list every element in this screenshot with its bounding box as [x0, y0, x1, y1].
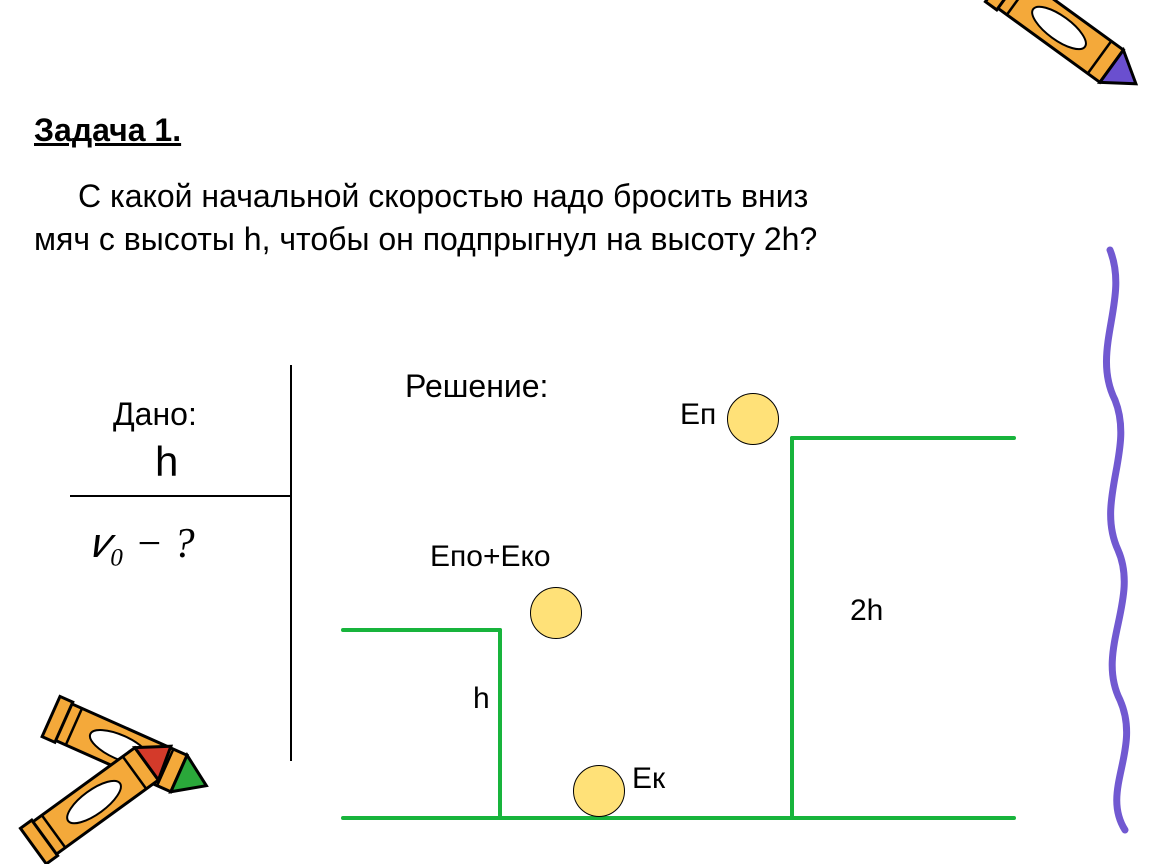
slide: Задача 1. С какой начальной скоростью на…	[0, 0, 1150, 864]
squiggle-decoration	[0, 0, 1150, 864]
